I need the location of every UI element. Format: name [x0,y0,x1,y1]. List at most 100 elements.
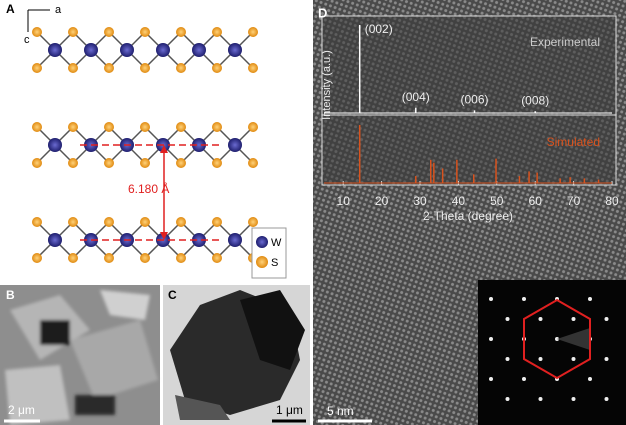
xrd-chart: 10 20 30 40 50 60 70 80 2-Theta (degree) Intensit… [321,22,619,223]
crystal-structure [32,27,258,263]
saed-spot [505,357,510,361]
x-tick-label: 40 [452,194,466,208]
saed-spot [604,317,609,321]
s-atom [176,63,186,73]
s-atom [140,217,150,227]
s-atom [212,27,222,37]
s-atom [32,253,42,263]
y-axis-label: Intensity (a.u.) [321,50,333,120]
sem-flakes [5,290,158,425]
s-atom [212,253,222,263]
s-atom [140,27,150,37]
saed-spot [571,357,576,361]
w-atom [84,43,98,57]
s-atom [212,158,222,168]
s-atom [212,63,222,73]
legend-s [256,256,268,268]
axis-label: a [55,4,62,16]
s-atom [248,63,258,73]
saed-spot [489,377,493,381]
s-atom [68,158,78,168]
x-tick-label: 30 [413,194,427,208]
s-atom [248,122,258,132]
s-atom [68,63,78,73]
saed-spot [489,297,493,301]
legend-label: S [271,257,278,269]
s-atom [104,27,114,37]
w-atom [228,43,242,57]
saed-spot [522,377,526,381]
axis-label: c [24,34,30,46]
s-atom [176,158,186,168]
panel-label: C [168,288,177,302]
x-axis-label: 2-Theta (degree) [423,209,513,223]
s-atom [248,217,258,227]
saed-spot [538,317,543,321]
arrow-head [160,145,168,153]
s-atom [32,27,42,37]
s-atom [140,122,150,132]
s-atom [176,253,186,263]
saed-spot [538,397,543,401]
x-tick-label: 80 [605,194,619,208]
panel-label: A [6,2,15,16]
scale-bar-label: 1 μm [276,403,303,417]
w-atom [48,43,62,57]
s-atom [68,217,78,227]
s-atom [176,122,186,132]
panel-label: B [6,288,15,302]
w-atom [48,233,62,247]
saed-hexagon [523,298,591,380]
s-atom [32,158,42,168]
w-atom [192,233,206,247]
w-atom [192,138,206,152]
w-atom [192,43,206,57]
legend-w [256,236,268,248]
w-atom [228,138,242,152]
peak-label: (002) [365,22,393,36]
s-atom [104,158,114,168]
saed-spot [505,317,510,321]
peak-label: (004) [402,90,430,104]
w-atom [228,233,242,247]
tem-flake [240,290,305,370]
scale-bar-label: 2 μm [8,403,35,417]
scale-bar-label: 5 nm [327,404,354,418]
saed-inset [478,280,626,425]
saed-spot [538,357,543,361]
s-atom [248,158,258,168]
xrd-inset [321,15,617,186]
x-tick-label: 70 [567,194,581,208]
s-atom [68,122,78,132]
s-atom [212,217,222,227]
s-atom [140,63,150,73]
x-tick-label: 60 [529,194,543,208]
saed-spot [489,337,493,341]
saed-spot [604,397,609,401]
s-atom [68,27,78,37]
legend-label: Simulated [547,135,600,149]
legend-box [251,227,287,279]
beam-stop [557,328,590,350]
s-atom [32,217,42,227]
panel-label: D [318,5,327,20]
s-atom [140,253,150,263]
saed-spot [604,357,609,361]
w-atom [120,43,134,57]
x-tick-label: 10 [337,194,351,208]
x-tick-label: 50 [490,194,504,208]
saed-spot [588,297,592,301]
saed-spot [505,397,510,401]
tem-flake [175,395,230,420]
s-atom [176,27,186,37]
w-atom [156,43,170,57]
s-atom [248,27,258,37]
s-atom [104,253,114,263]
saed-spot [571,397,576,401]
s-atom [68,253,78,263]
s-atom [140,158,150,168]
saed-spot [588,377,592,381]
arrow-head [160,232,168,240]
s-atom [104,63,114,73]
